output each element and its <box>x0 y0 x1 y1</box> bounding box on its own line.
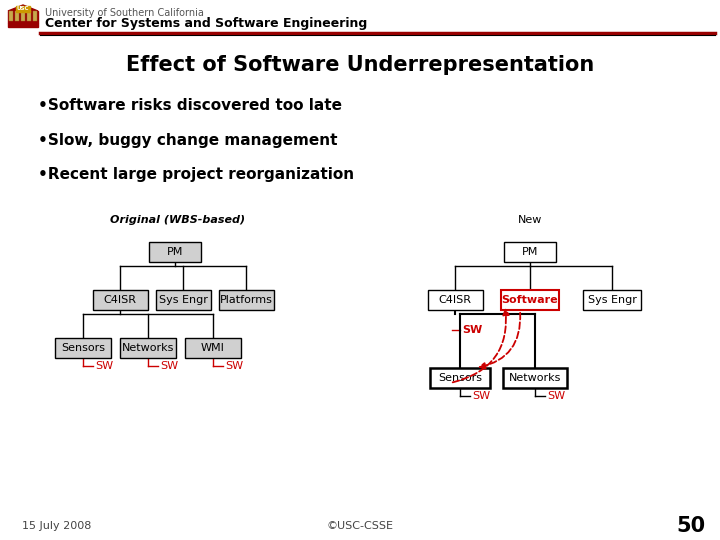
Text: University of Southern California: University of Southern California <box>45 8 204 18</box>
FancyBboxPatch shape <box>21 11 24 21</box>
Text: SW: SW <box>95 361 113 371</box>
Text: WMI: WMI <box>201 343 225 353</box>
Text: C4ISR: C4ISR <box>438 295 472 305</box>
FancyBboxPatch shape <box>8 11 38 23</box>
FancyArrowPatch shape <box>480 313 521 369</box>
FancyBboxPatch shape <box>149 242 201 262</box>
Text: •Recent large project reorganization: •Recent large project reorganization <box>38 167 354 183</box>
FancyBboxPatch shape <box>16 6 30 12</box>
Text: C4ISR: C4ISR <box>104 295 137 305</box>
FancyBboxPatch shape <box>185 338 241 358</box>
Text: Platforms: Platforms <box>220 295 272 305</box>
FancyBboxPatch shape <box>8 23 38 27</box>
Text: Sensors: Sensors <box>61 343 105 353</box>
FancyArrowPatch shape <box>453 310 509 382</box>
Polygon shape <box>8 5 38 11</box>
Text: 50: 50 <box>676 516 705 536</box>
FancyBboxPatch shape <box>15 11 19 21</box>
Text: PM: PM <box>522 247 538 257</box>
FancyBboxPatch shape <box>218 290 274 310</box>
FancyBboxPatch shape <box>156 290 210 310</box>
FancyBboxPatch shape <box>27 11 30 21</box>
FancyBboxPatch shape <box>33 11 37 21</box>
FancyBboxPatch shape <box>504 242 556 262</box>
Text: Sys Engr: Sys Engr <box>158 295 207 305</box>
Text: SW: SW <box>462 325 482 335</box>
FancyBboxPatch shape <box>55 338 111 358</box>
Text: Software: Software <box>502 295 558 305</box>
FancyBboxPatch shape <box>120 338 176 358</box>
Text: SW: SW <box>160 361 178 371</box>
FancyBboxPatch shape <box>583 290 641 310</box>
Text: 15 July 2008: 15 July 2008 <box>22 521 91 531</box>
Text: Networks: Networks <box>122 343 174 353</box>
FancyBboxPatch shape <box>501 290 559 310</box>
Text: Center for Systems and Software Engineering: Center for Systems and Software Engineer… <box>45 17 367 30</box>
Text: SW: SW <box>472 391 490 401</box>
Text: ©USC-CSSE: ©USC-CSSE <box>326 521 394 531</box>
Text: Networks: Networks <box>509 373 561 383</box>
FancyBboxPatch shape <box>92 290 148 310</box>
Text: SW: SW <box>225 361 243 371</box>
Text: Effect of Software Underrepresentation: Effect of Software Underrepresentation <box>126 55 594 75</box>
Text: •Slow, buggy change management: •Slow, buggy change management <box>38 132 338 147</box>
Text: •Software risks discovered too late: •Software risks discovered too late <box>38 98 342 112</box>
FancyBboxPatch shape <box>9 11 12 21</box>
FancyBboxPatch shape <box>503 368 567 388</box>
Text: Original (WBS-based): Original (WBS-based) <box>110 215 246 225</box>
FancyBboxPatch shape <box>430 368 490 388</box>
Text: Sys Engr: Sys Engr <box>588 295 636 305</box>
Text: New: New <box>518 215 542 225</box>
FancyBboxPatch shape <box>428 290 482 310</box>
Text: USC: USC <box>17 6 30 11</box>
Text: Sensors: Sensors <box>438 373 482 383</box>
Text: SW: SW <box>547 391 565 401</box>
Text: PM: PM <box>167 247 183 257</box>
